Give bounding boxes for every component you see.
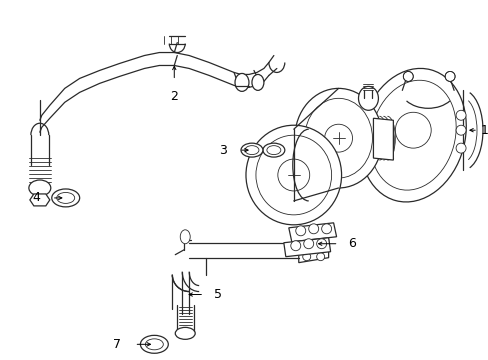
Ellipse shape: [316, 244, 324, 252]
Ellipse shape: [290, 241, 300, 251]
Ellipse shape: [304, 98, 372, 178]
Ellipse shape: [245, 125, 341, 225]
Text: 6: 6: [348, 237, 356, 250]
Ellipse shape: [294, 89, 382, 188]
Ellipse shape: [52, 189, 80, 207]
Ellipse shape: [241, 143, 263, 157]
Ellipse shape: [244, 146, 258, 154]
Ellipse shape: [277, 159, 309, 191]
Ellipse shape: [358, 86, 378, 110]
Ellipse shape: [394, 112, 430, 148]
Ellipse shape: [295, 226, 305, 236]
Polygon shape: [283, 238, 330, 257]
Ellipse shape: [444, 71, 454, 81]
Ellipse shape: [145, 339, 163, 350]
Text: 7: 7: [113, 338, 121, 351]
Ellipse shape: [316, 253, 324, 261]
Ellipse shape: [255, 135, 331, 215]
Ellipse shape: [455, 125, 465, 135]
Text: 5: 5: [214, 288, 222, 301]
Ellipse shape: [303, 239, 313, 249]
Ellipse shape: [308, 224, 318, 234]
Ellipse shape: [369, 80, 455, 190]
Polygon shape: [288, 223, 336, 242]
Text: 4: 4: [32, 192, 40, 204]
Polygon shape: [373, 118, 392, 160]
Polygon shape: [298, 240, 328, 263]
Text: 1: 1: [480, 124, 488, 137]
Ellipse shape: [180, 230, 190, 244]
Ellipse shape: [302, 244, 310, 252]
Ellipse shape: [403, 71, 412, 81]
Ellipse shape: [251, 75, 264, 90]
Ellipse shape: [140, 336, 168, 353]
Ellipse shape: [266, 146, 280, 154]
Ellipse shape: [455, 143, 465, 153]
Ellipse shape: [321, 224, 331, 234]
Ellipse shape: [29, 180, 51, 196]
Ellipse shape: [455, 110, 465, 120]
Text: 2: 2: [170, 90, 178, 103]
Ellipse shape: [235, 73, 248, 91]
Ellipse shape: [302, 253, 310, 261]
Ellipse shape: [175, 327, 195, 339]
Polygon shape: [30, 194, 50, 206]
Ellipse shape: [360, 68, 466, 202]
Ellipse shape: [316, 239, 326, 249]
Ellipse shape: [263, 143, 284, 157]
Ellipse shape: [324, 124, 352, 152]
Text: 3: 3: [219, 144, 226, 157]
Ellipse shape: [57, 193, 75, 203]
